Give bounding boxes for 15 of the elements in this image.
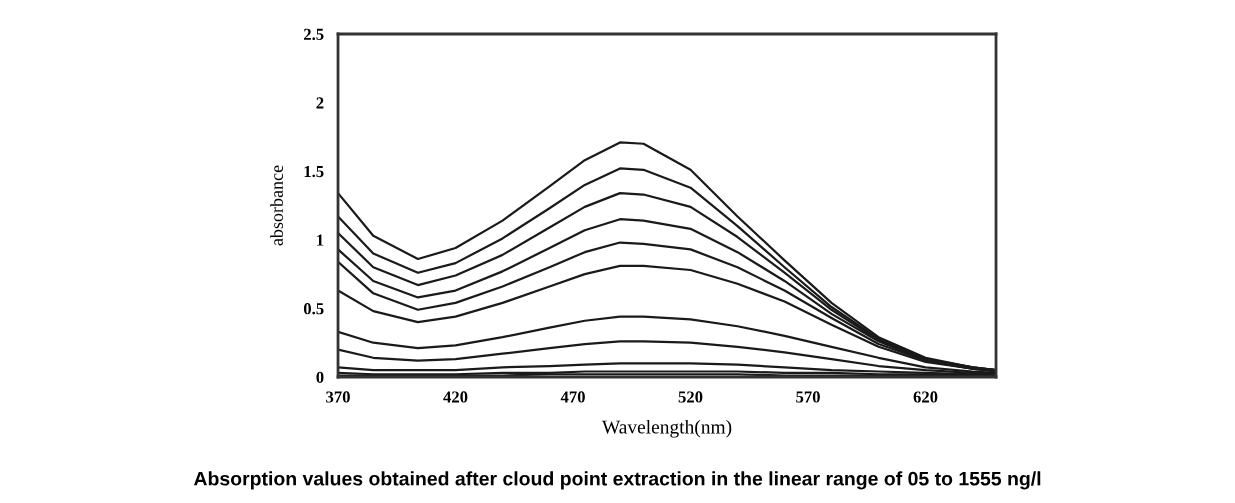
y-tick-label: 2.5 [304, 28, 324, 41]
text: Absorption values obtained after cloud point extraction in the linear range of 05 to 1555 ng/l [193, 471, 1041, 490]
y-tick-label: 2 [316, 97, 324, 109]
x-axis-title: Wavelength(nm) [601, 419, 732, 438]
x-tick-label: 520 [678, 391, 703, 403]
y-axis-title: absorbance [270, 165, 283, 246]
x-tick-label: 420 [443, 391, 468, 403]
x-tick-label: 620 [913, 391, 938, 403]
x-tick-label: 570 [796, 391, 820, 403]
y-tick-label: 0.5 [303, 303, 324, 315]
y-tick-label: 0 [316, 371, 324, 383]
y-tick-label: 1 [317, 234, 324, 246]
x-tick-label: 470 [560, 391, 585, 403]
x-tick-label: 370 [326, 391, 350, 403]
y-tick-label: 1.5 [304, 165, 324, 178]
